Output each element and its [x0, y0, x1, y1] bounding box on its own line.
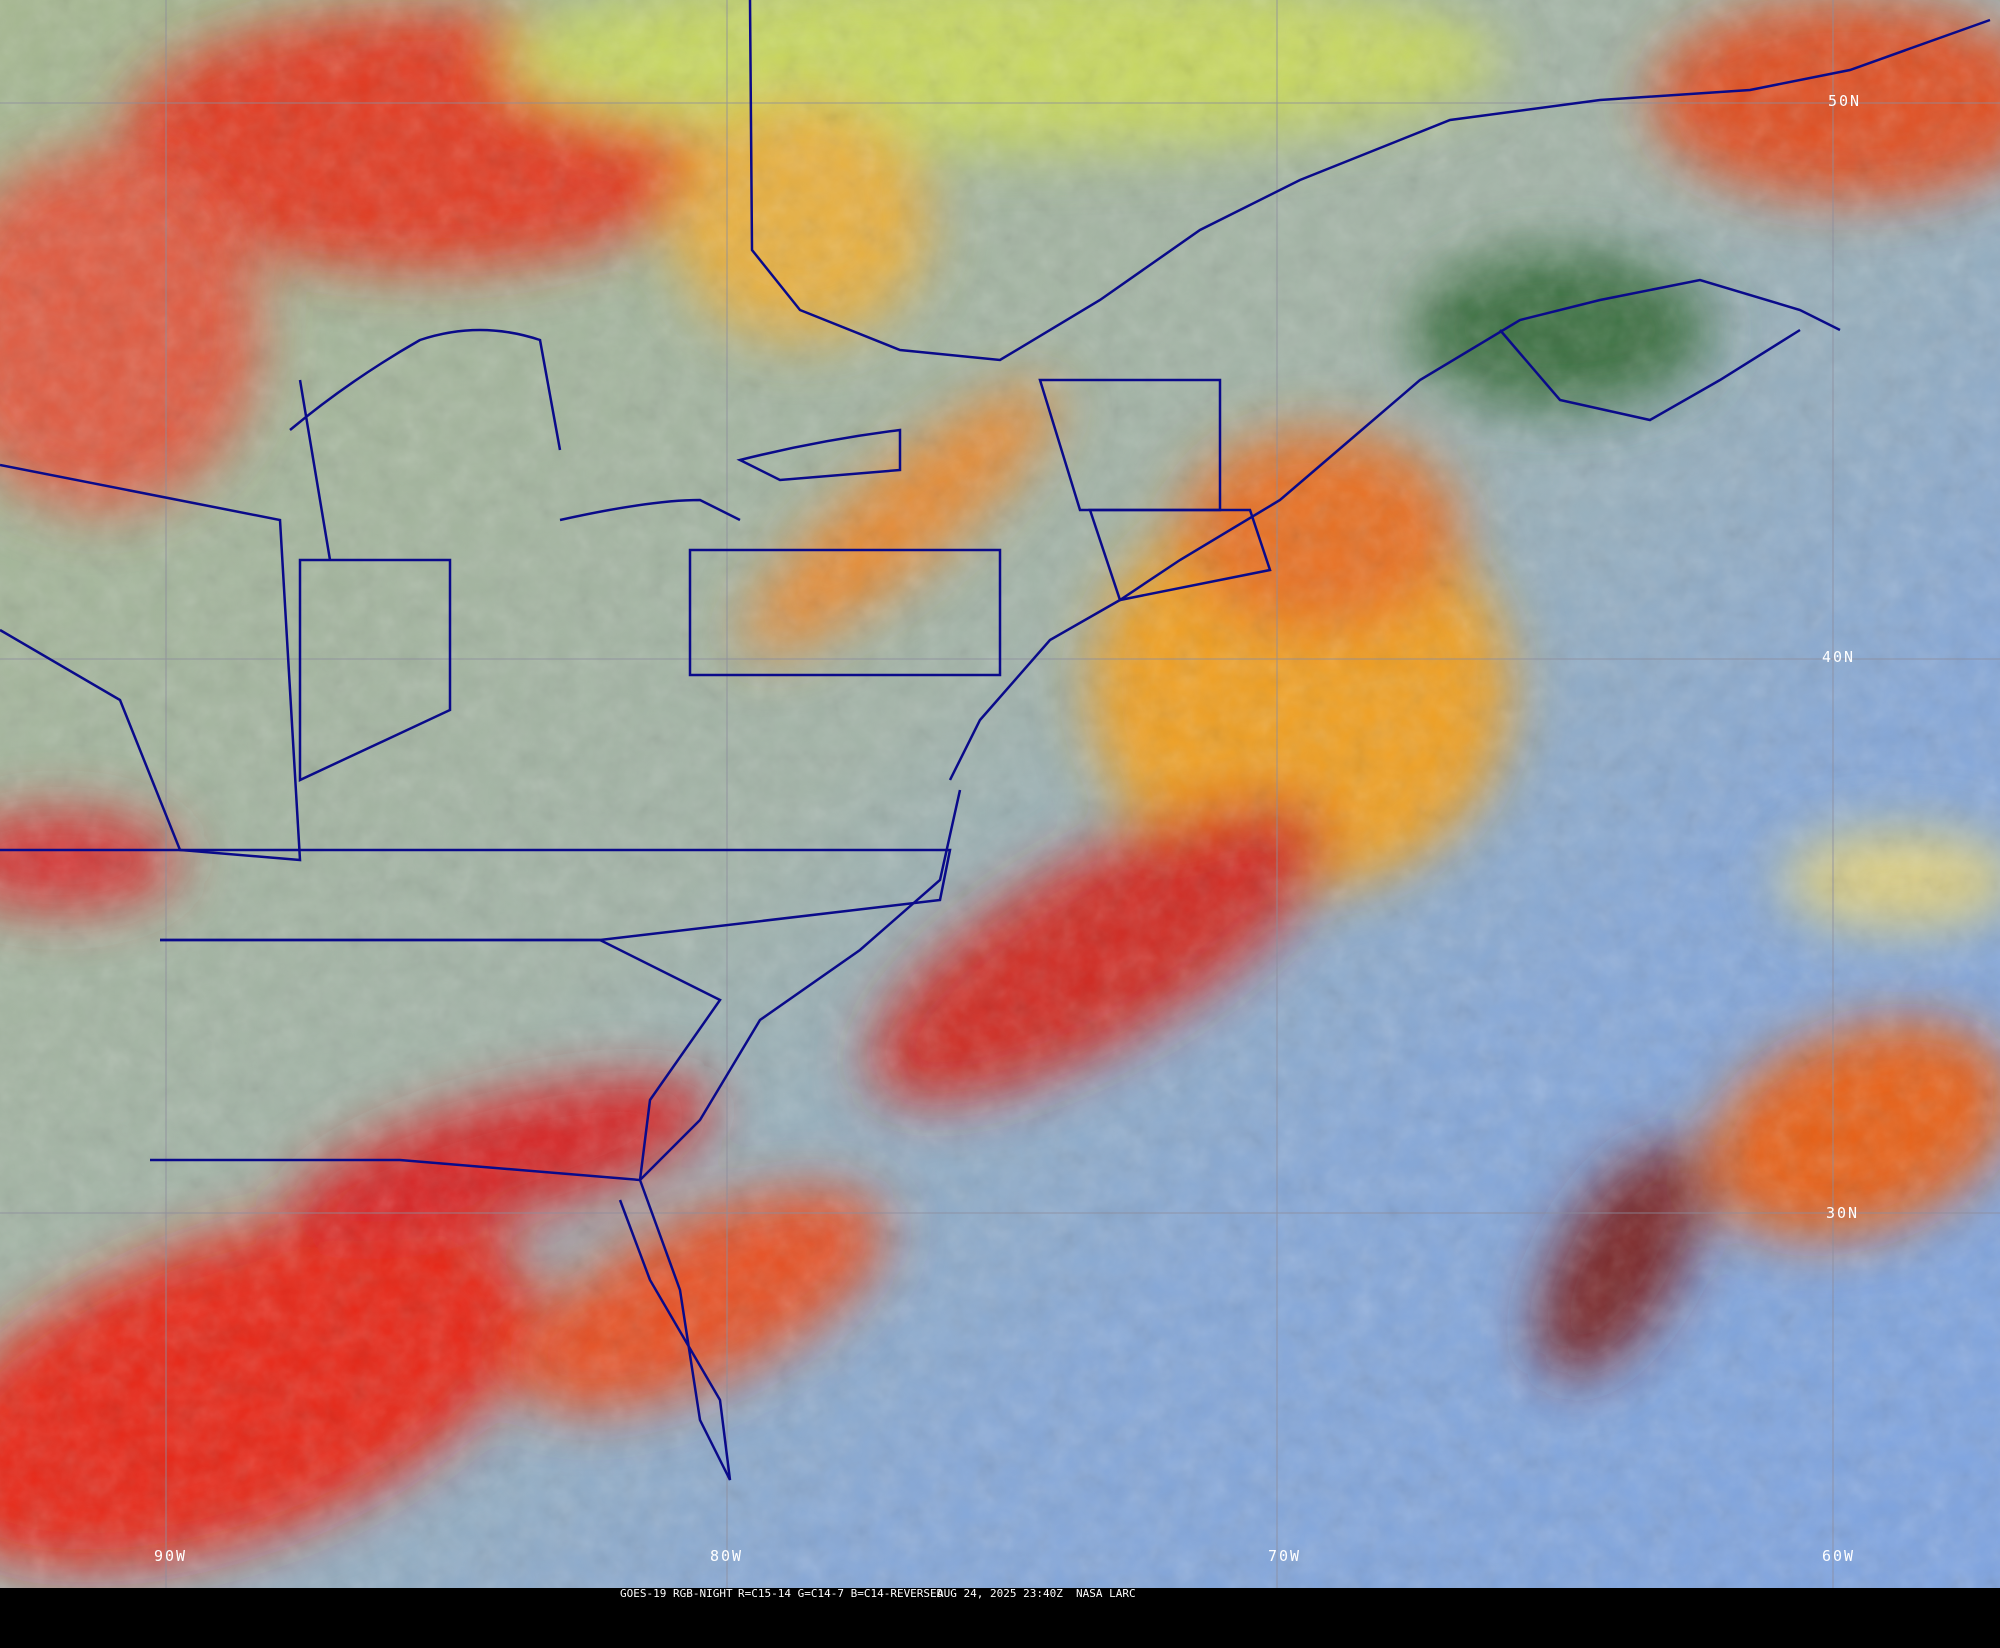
caption-credit: NASA LARC	[1076, 1587, 1136, 1600]
caption-satellite: GOES-19 RGB-NIGHT	[620, 1587, 733, 1600]
political-boundaries	[0, 0, 1991, 1481]
lon-label-60w: 60W	[1822, 1547, 1856, 1565]
lon-label-80w: 80W	[710, 1547, 744, 1565]
lat-label-30n: 30N	[1826, 1204, 1860, 1222]
caption-bar: GOES-19 RGB-NIGHT R=C15-14 G=C14-7 B=C14…	[0, 1588, 2000, 1600]
lat-label-40n: 40N	[1822, 648, 1856, 666]
lat-label-50n: 50N	[1828, 92, 1862, 110]
lon-label-70w: 70W	[1268, 1547, 1302, 1565]
lon-label-90w: 90W	[154, 1547, 188, 1565]
caption-datetime: AUG 24, 2025 23:40Z	[937, 1587, 1063, 1600]
caption-channels: R=C15-14 G=C14-7 B=C14-REVERSED	[738, 1587, 944, 1600]
satellite-image	[0, 0, 2000, 1588]
